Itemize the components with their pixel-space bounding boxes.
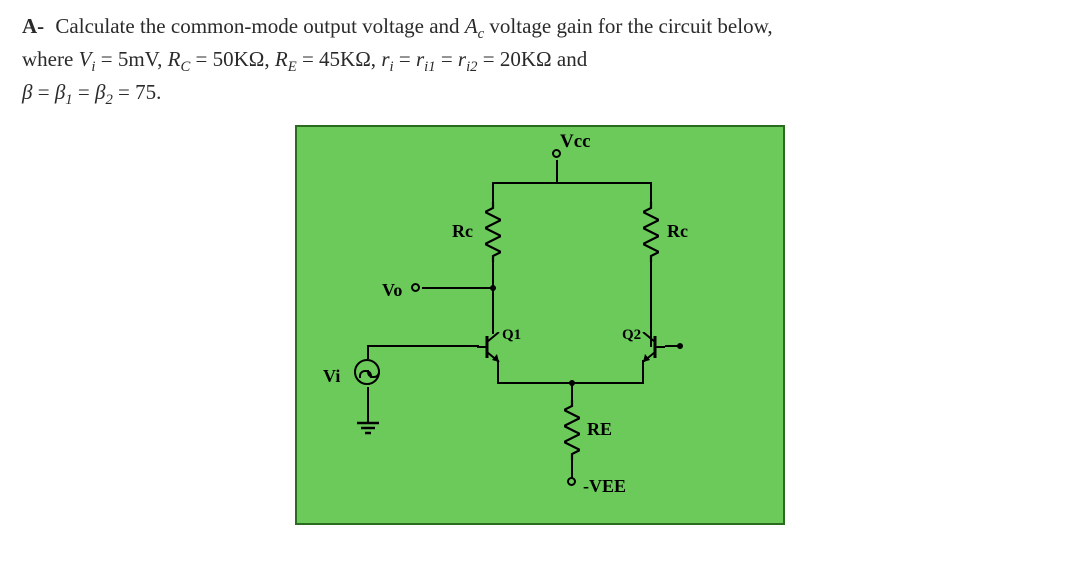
line2-pre: where [22,47,79,71]
b2-sym: β [95,80,105,104]
ri-sub: i [390,59,394,75]
vee-node [567,477,576,486]
vcc-node [552,149,561,158]
b-val: = 75. [118,80,161,104]
rc-left-label: Rc [452,219,473,243]
re-sym: R [275,47,288,71]
vcc-label: Vcc [560,129,591,155]
vi-source [354,359,380,385]
re-val: = 45KΩ, [297,47,382,71]
vi-sym: V [79,47,92,71]
ground-icon [355,419,381,437]
b1-sym: β [55,80,65,104]
ac-sym: A [465,14,478,38]
item-label: A- [22,14,44,38]
rc-right-label: Rc [667,219,688,243]
rc-left-resistor [485,202,501,262]
circuit-diagram: Vcc Rc Rc Vo Q1 [295,125,785,525]
vi-label: Vi [323,364,340,388]
b2-sub: 2 [105,92,112,108]
ri2-sym: r [458,47,466,71]
vee-label: -VEE [583,474,626,498]
vi-val: = 5mV, [95,47,167,71]
problem-statement: A- Calculate the common-mode output volt… [22,12,1058,111]
rc-val: = 50KΩ, [190,47,275,71]
b1-sub: 1 [65,92,72,108]
q2-label: Q2 [622,325,641,345]
rc-sub: C [180,59,190,75]
re-sub: E [288,59,297,75]
vo-label: Vo [382,278,402,302]
ri-sym: r [381,47,389,71]
rc-right-resistor [643,202,659,262]
re-resistor [564,400,580,460]
rc-sym: R [168,47,181,71]
ri2-sub: i2 [466,59,477,75]
b-sym: β [22,80,32,104]
re-label: RE [587,417,612,441]
line1-post: voltage gain for the circuit below, [484,14,772,38]
vo-node [411,283,420,292]
ri1-sub: i1 [424,59,435,75]
line1-pre: Calculate the common-mode output voltage… [55,14,464,38]
ri1-sym: r [416,47,424,71]
q1-label: Q1 [502,325,521,345]
ri-val: = 20KΩ and [483,47,587,71]
